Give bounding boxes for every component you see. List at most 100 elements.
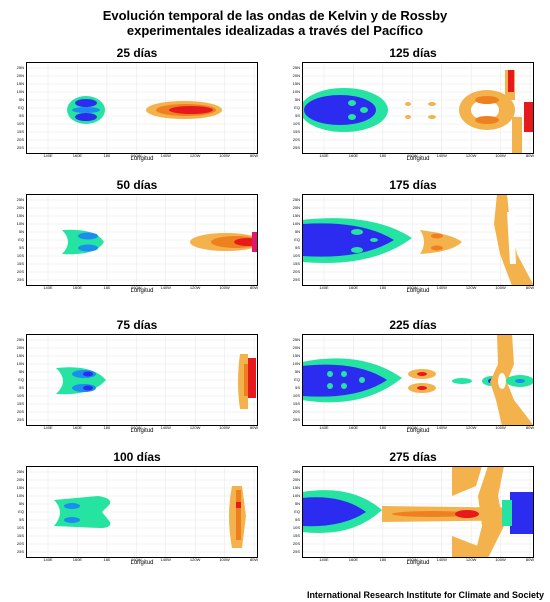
y-tick-label: 25S: [292, 549, 300, 554]
wave-plot: [302, 334, 534, 426]
x-tick-label: 100W: [219, 285, 230, 290]
y-tick-label: EQ: [294, 377, 300, 382]
x-tick-label: 140E: [43, 425, 53, 430]
rossby-wave: [54, 496, 111, 528]
x-tick-label: 180: [379, 557, 387, 562]
x-axis-label: Longitud: [130, 428, 154, 434]
wave-plot: [302, 62, 534, 154]
x-tick-label: 160W: [407, 425, 418, 430]
x-tick-label: 100W: [219, 153, 230, 158]
x-tick-label: 80W: [525, 153, 535, 158]
y-tick-label: 5N: [18, 97, 24, 102]
y-tick-label: EQ: [294, 105, 300, 110]
x-tick-label: 140W: [436, 153, 447, 158]
y-tick-label: 25N: [292, 197, 300, 202]
wave-contours: [302, 70, 533, 154]
y-tick-label: 15S: [16, 533, 24, 538]
x-tick-label: 80W: [249, 425, 259, 430]
panel-75-dias: 75 días Longitud 25N 20N 15N 10N 5N EQ 5S 10S 15…: [6, 318, 268, 436]
x-tick-label: 120W: [465, 557, 477, 562]
y-tick-label: 10S: [292, 525, 300, 530]
panel-title: 175 días: [389, 178, 437, 192]
x-tick-label: 120W: [465, 153, 477, 158]
x-tick-label: 160E: [72, 153, 83, 158]
x-tick-label: 180: [103, 285, 111, 290]
y-tick-label: 15S: [292, 261, 300, 266]
y-tick-label: 25S: [16, 145, 24, 150]
panel-100-dias: 100 días Longitud 25N 20N 15N 10N 5N EQ 5S 10S 1…: [6, 450, 268, 568]
y-tick-label: 20N: [16, 345, 24, 350]
x-tick-label: 140E: [319, 285, 329, 290]
panel-25-dias: 25 días Longitud 25N 20N 15N 10N 5N EQ 5S 10S 15…: [6, 46, 268, 164]
y-tick-label: 25S: [292, 145, 300, 150]
x-tick-label: 140E: [319, 425, 329, 430]
y-tick-label: 15S: [292, 533, 300, 538]
y-tick-label: EQ: [18, 509, 24, 514]
x-tick-label: 180: [103, 557, 111, 562]
x-tick-labels: 140E 160E 180 160W 140W 120W 100W 80W: [26, 558, 258, 563]
y-tick-label: 10S: [16, 393, 24, 398]
x-tick-label: 120W: [465, 425, 477, 430]
x-tick-label: 120W: [189, 557, 201, 562]
y-tick-label: 25N: [16, 65, 24, 70]
y-tick-labels: 25N 20N 15N 10N 5N EQ 5S 10S 15S 20S 25S: [284, 466, 301, 558]
y-tick-label: 15N: [16, 353, 24, 358]
y-tick-label: 25S: [16, 417, 24, 422]
y-tick-label: 5N: [294, 369, 300, 374]
wave-contours: [302, 334, 534, 426]
y-tick-label: 20N: [292, 73, 300, 78]
y-tick-label: 15S: [16, 401, 24, 406]
y-tick-label: 20S: [292, 541, 300, 546]
y-tick-label: 10N: [292, 89, 300, 94]
y-tick-labels: 25N 20N 15N 10N 5N EQ 5S 10S 15S 20S 25S: [8, 466, 25, 558]
x-tick-label: 80W: [525, 285, 535, 290]
y-tick-label: 5S: [295, 113, 300, 118]
x-tick-label: 140E: [319, 153, 329, 158]
y-tick-label: 15N: [16, 485, 24, 490]
panel-title: 125 días: [389, 46, 437, 60]
x-tick-label: 140W: [160, 285, 171, 290]
x-tick-label: 160W: [407, 153, 418, 158]
panel-125-dias: 125 días Longitud 25N 20N 15N 10N 5N EQ 5S 10S 1…: [282, 46, 544, 164]
y-tick-labels: 25N 20N 15N 10N 5N EQ 5S 10S 15S 20S 25S: [284, 194, 301, 286]
x-tick-labels: 140E 160E 180 160W 140W 120W 100W 80W: [302, 154, 534, 159]
x-tick-label: 80W: [249, 153, 259, 158]
x-tick-label: 100W: [495, 425, 506, 430]
y-tick-label: 5S: [295, 517, 300, 522]
x-tick-label: 160W: [131, 285, 142, 290]
x-tick-labels: 140E 160E 180 160W 140W 120W 100W 80W: [26, 426, 258, 431]
y-tick-label: 5S: [295, 245, 300, 250]
panel-title: 50 días: [116, 178, 158, 192]
x-tick-label: 180: [379, 153, 387, 158]
kelvin-wave: [474, 466, 504, 558]
y-tick-label: 25N: [16, 469, 24, 474]
y-tick-label: 10S: [292, 253, 300, 258]
wave-plot: [26, 334, 258, 426]
panel-275-dias: 275 días Longitud 25N 20N 15N 10N 5N EQ 5S 10S 1…: [282, 450, 544, 568]
y-tick-label: 10N: [16, 221, 24, 226]
wave-contours: [67, 96, 222, 124]
x-tick-label: 140W: [436, 425, 447, 430]
y-tick-label: 20S: [16, 269, 24, 274]
panel-title: 100 días: [113, 450, 161, 464]
wave-plot: [26, 466, 258, 558]
kelvin-wave: [490, 334, 534, 426]
panel-title: 25 días: [116, 46, 158, 60]
plot-grid: [26, 62, 258, 154]
panel-175-dias: 175 días Longitud 25N 20N 15N 10N 5N EQ 5S 10S 1…: [282, 178, 544, 296]
x-tick-label: 100W: [495, 153, 506, 158]
y-tick-label: 15S: [292, 401, 300, 406]
x-axis-label: Longitud: [130, 156, 154, 162]
x-tick-label: 180: [379, 425, 387, 430]
y-tick-label: 20N: [16, 205, 24, 210]
panel-title: 275 días: [389, 450, 437, 464]
x-tick-label: 100W: [219, 425, 230, 430]
y-tick-label: 10N: [16, 493, 24, 498]
y-tick-label: 15S: [16, 261, 24, 266]
y-tick-label: EQ: [18, 105, 24, 110]
y-tick-label: 20S: [292, 269, 300, 274]
x-tick-label: 160W: [407, 285, 418, 290]
y-tick-label: 15N: [292, 213, 300, 218]
y-tick-label: 20N: [16, 73, 24, 78]
x-tick-label: 140W: [436, 285, 447, 290]
